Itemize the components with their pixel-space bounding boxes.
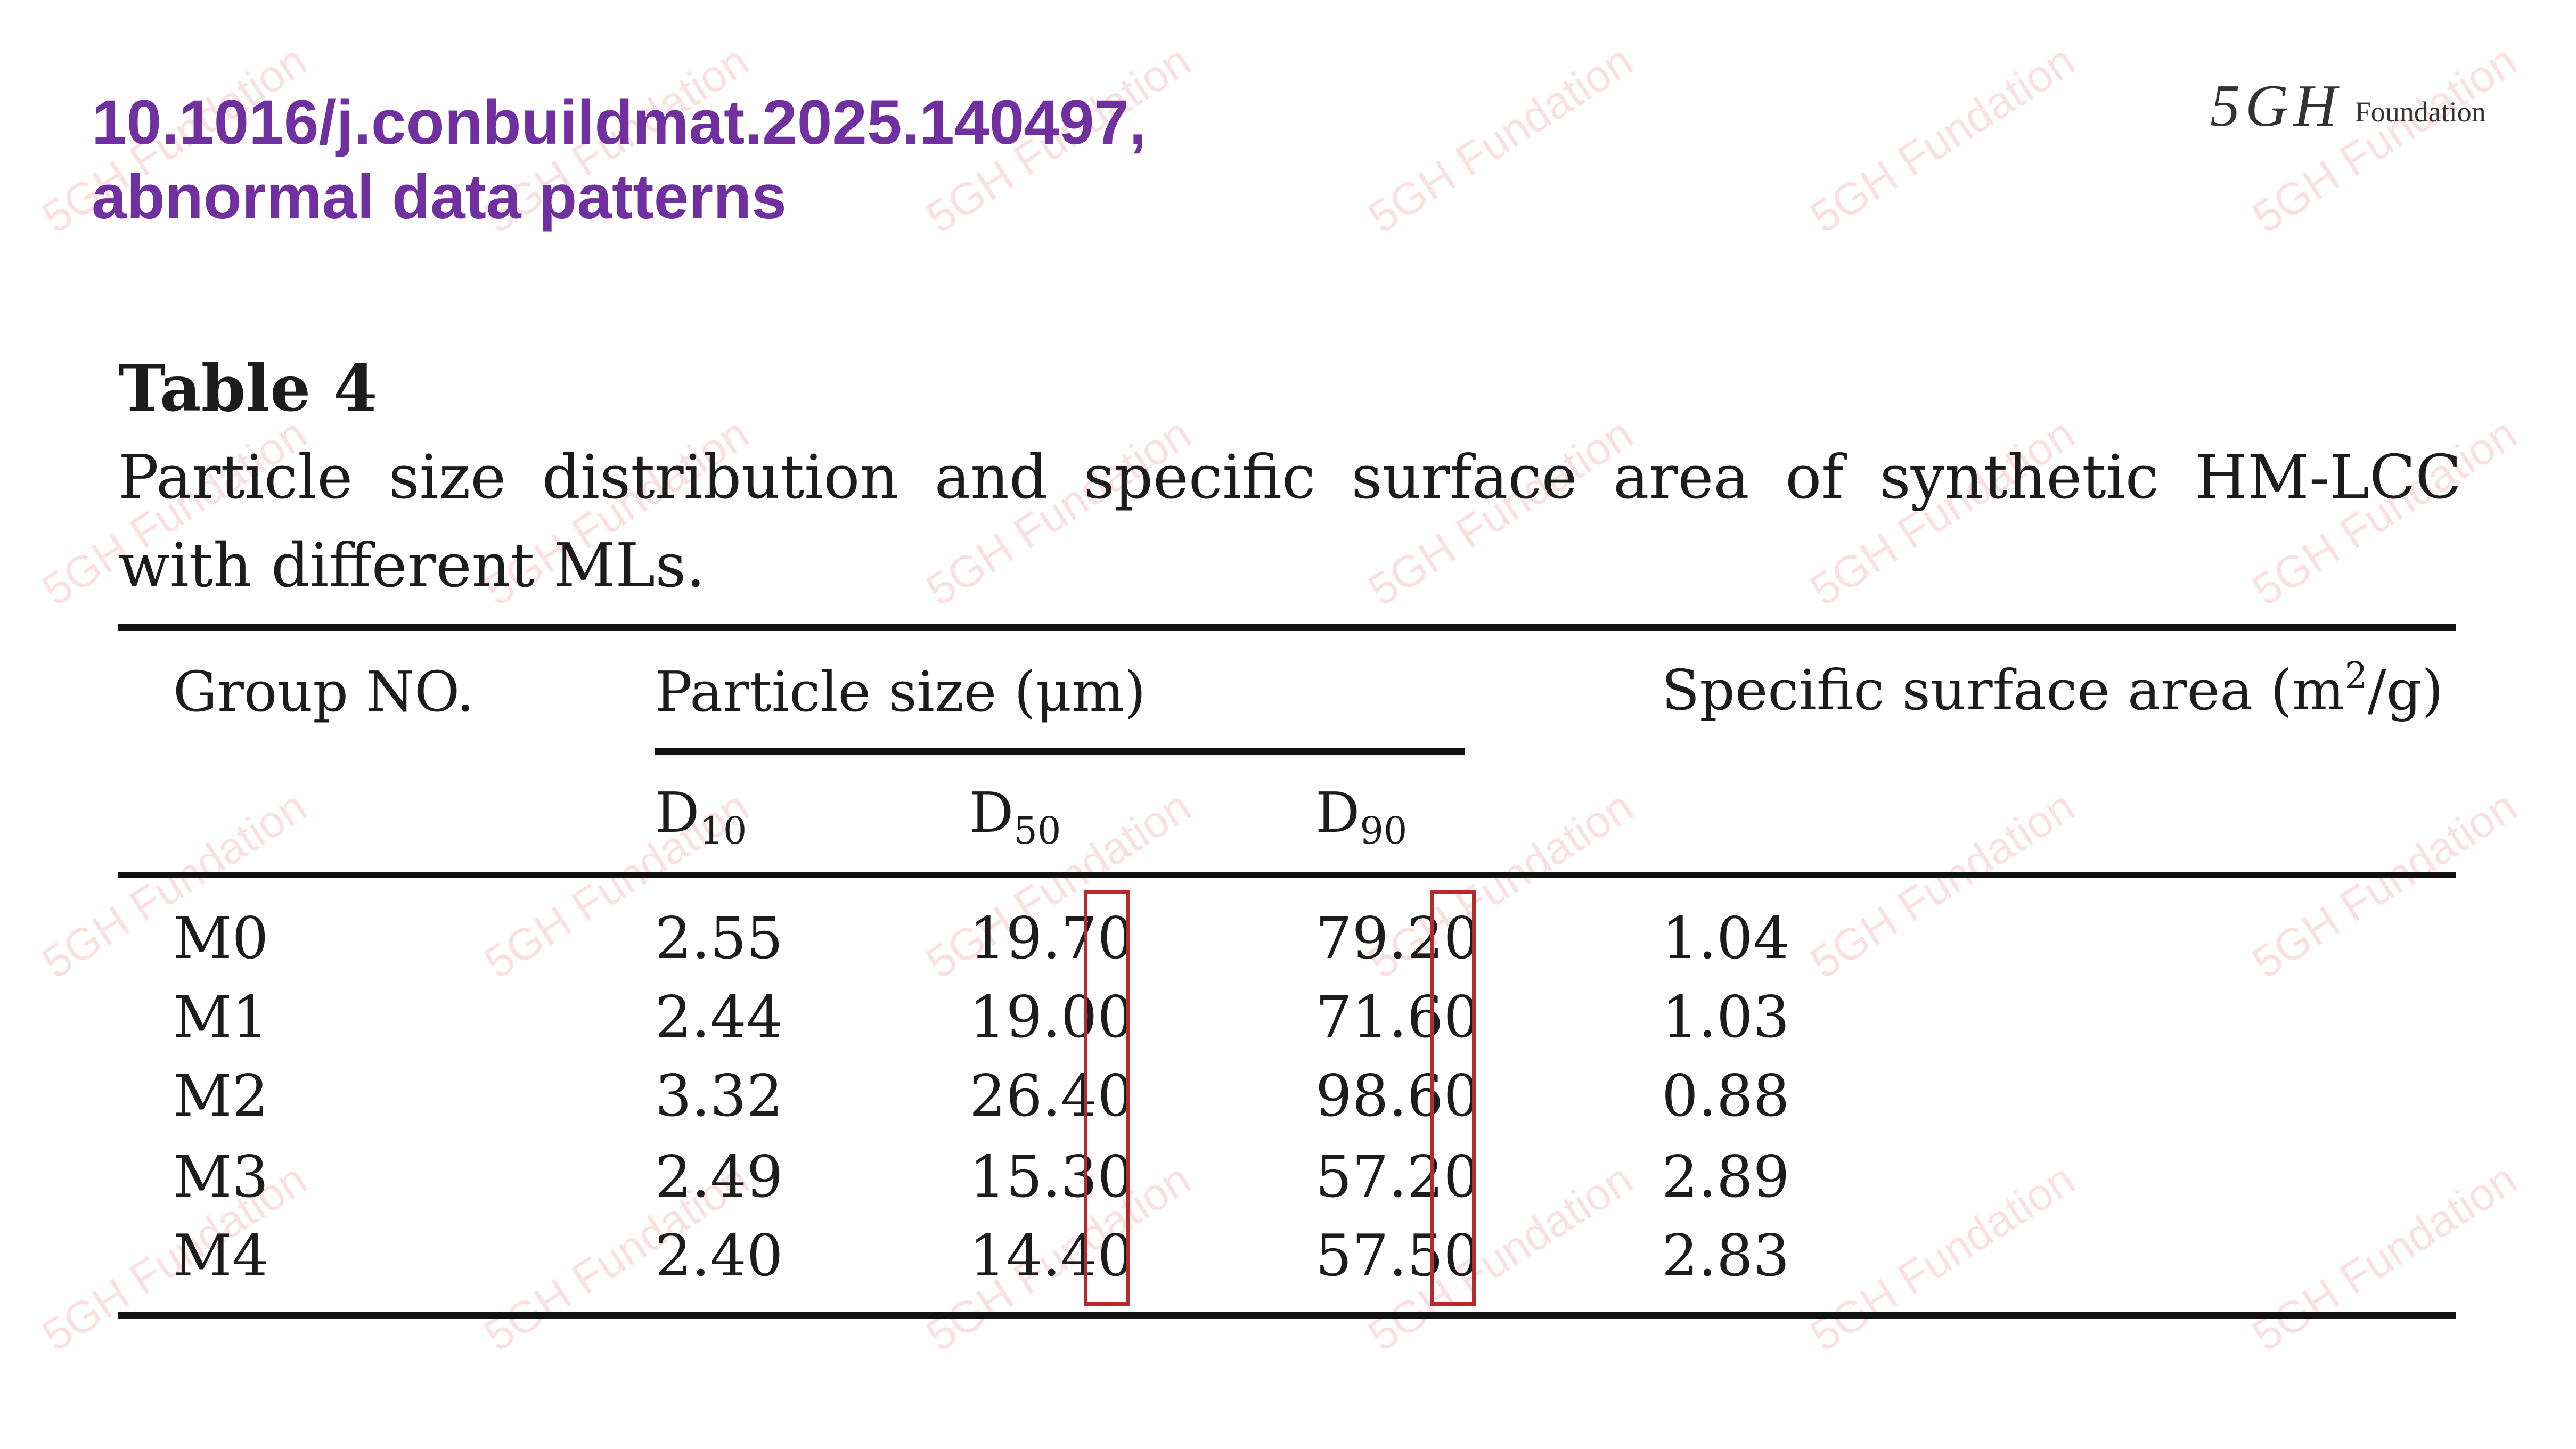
row-4-group: M4 [173, 1223, 269, 1289]
logo-word: Foundation [2354, 96, 2486, 128]
row-3-d10: 2.49 [655, 1144, 783, 1210]
header-surface-area: Specific surface area (m2/g) [1662, 655, 2443, 723]
row-3-group: M3 [173, 1144, 269, 1210]
logo-mark: 5GH [2210, 73, 2342, 139]
row-4-d10: 2.40 [655, 1223, 783, 1289]
header-d50-main: D [969, 780, 1014, 845]
row-0-d50: 19.70 [969, 905, 1134, 972]
row-4-d50: 14.40 [969, 1223, 1134, 1289]
header-d10-sub: 10 [699, 809, 747, 853]
watermark: 5GH Fundation [1801, 1153, 2083, 1361]
watermark: 5GH Fundation [1801, 35, 2083, 243]
watermark: 5GH Fundation [2243, 1153, 2525, 1361]
row-0-ssa: 1.04 [1662, 905, 1790, 972]
row-2-group: M2 [173, 1063, 269, 1129]
header-d90: D90 [1315, 780, 1407, 853]
header-particle-size: Particle size (μm) [655, 659, 1146, 724]
table-caption: Particle size distribution and specific … [118, 442, 2461, 601]
watermark: 5GH Fundation [1359, 35, 1641, 243]
d90-trailing-zero-highlight [1430, 890, 1476, 1306]
table-document: Table 4 Particle size distribution and s… [118, 349, 2461, 610]
header-d50-sub: 50 [1013, 809, 1061, 853]
slide-header: 10.1016/j.conbuildmat.2025.140497, abnor… [92, 85, 1147, 234]
foundation-logo: 5GH Foundation [2210, 72, 2486, 141]
header-group-no: Group NO. [173, 659, 475, 724]
row-1-d10: 2.44 [655, 984, 783, 1051]
row-2-d10: 3.32 [655, 1063, 783, 1129]
row-3-d90: 57.20 [1315, 1144, 1481, 1210]
header-surface-area-sup: 2 [2344, 655, 2368, 697]
row-2-ssa: 0.88 [1662, 1063, 1790, 1129]
row-0-group: M0 [173, 905, 269, 972]
header-rule [118, 872, 2456, 878]
row-3-ssa: 2.89 [1662, 1144, 1790, 1210]
row-4-ssa: 2.83 [1662, 1223, 1790, 1289]
doi-text: 10.1016/j.conbuildmat.2025.140497, [92, 87, 1147, 158]
row-2-d50: 26.40 [969, 1063, 1134, 1129]
watermark: 5GH Fundation [2243, 781, 2525, 988]
header-d90-main: D [1315, 780, 1360, 845]
top-rule [118, 624, 2456, 631]
row-1-group: M1 [173, 984, 269, 1051]
header-d50: D50 [969, 780, 1061, 853]
row-1-d90: 71.60 [1315, 984, 1481, 1051]
row-1-ssa: 1.03 [1662, 984, 1790, 1051]
row-2-d90: 98.60 [1315, 1063, 1481, 1129]
row-4-d90: 57.50 [1315, 1223, 1481, 1289]
header-surface-area-main: Specific surface area (m [1662, 658, 2345, 723]
d50-trailing-zero-highlight [1084, 890, 1130, 1306]
header-d10: D10 [655, 780, 747, 853]
table-label: Table 4 [118, 351, 378, 426]
particle-size-underline [655, 748, 1465, 755]
row-3-d50: 15.30 [969, 1144, 1134, 1210]
watermark: 5GH Fundation [1801, 781, 2083, 988]
header-d10-main: D [655, 780, 700, 845]
row-1-d50: 19.00 [969, 984, 1134, 1051]
header-d90-sub: 90 [1360, 809, 1408, 853]
bottom-rule [118, 1312, 2456, 1319]
slide-subtitle: abnormal data patterns [92, 162, 787, 232]
header-surface-area-tail: /g) [2367, 658, 2443, 723]
row-0-d10: 2.55 [655, 905, 783, 972]
row-0-d90: 79.20 [1315, 905, 1481, 972]
